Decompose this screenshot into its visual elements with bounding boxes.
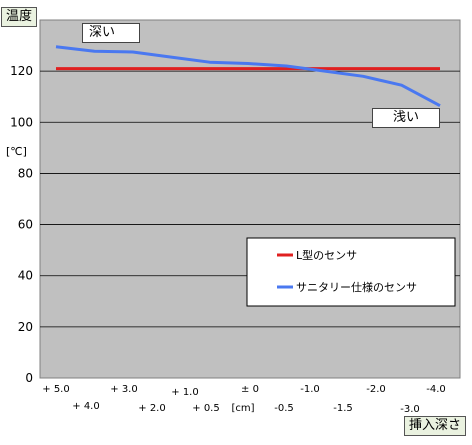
y-tick-label: 0 xyxy=(25,371,33,385)
legend-label-2: サニタリー仕様のセンサ xyxy=(296,280,417,294)
y-tick-label: 120 xyxy=(10,64,33,78)
x-tick-label: -4.0 xyxy=(426,384,446,395)
x-tick-label: + 2.0 xyxy=(138,403,165,414)
callout-deep: 深い xyxy=(82,23,140,43)
y-tick-label: 80 xyxy=(18,166,33,180)
y-tick-label: 60 xyxy=(18,218,33,232)
callout-shallow: 浅い xyxy=(372,108,440,128)
legend-box xyxy=(246,237,456,307)
x-tick-label: -2.0 xyxy=(366,384,386,395)
x-tick-label: + 3.0 xyxy=(110,384,137,395)
y-tick-label: 40 xyxy=(18,269,33,283)
x-tick-label: + 5.0 xyxy=(42,384,69,395)
x-tick-label: -1.5 xyxy=(333,403,353,414)
y-axis-title: 温度 xyxy=(1,7,38,27)
x-axis-title: 挿入深さ xyxy=(404,416,467,436)
plot-area xyxy=(39,19,461,379)
y-tick-label: 100 xyxy=(10,115,33,129)
series-line-2 xyxy=(55,45,441,108)
y-tick-label: 20 xyxy=(18,320,33,334)
y-unit-label: [℃] xyxy=(6,145,27,158)
x-tick-label: ± 0 xyxy=(241,384,259,395)
x-unit-label: [cm] xyxy=(231,403,254,414)
x-tick-label: + 0.5 xyxy=(192,403,219,414)
x-tick-label: + 4.0 xyxy=(72,401,99,412)
x-tick-label: -1.0 xyxy=(300,384,320,395)
x-tick-label: + 1.0 xyxy=(171,387,198,398)
legend-label-1: L型のセンサ xyxy=(296,248,357,262)
x-tick-label: -3.0 xyxy=(400,404,420,415)
x-tick-label: -0.5 xyxy=(274,403,294,414)
